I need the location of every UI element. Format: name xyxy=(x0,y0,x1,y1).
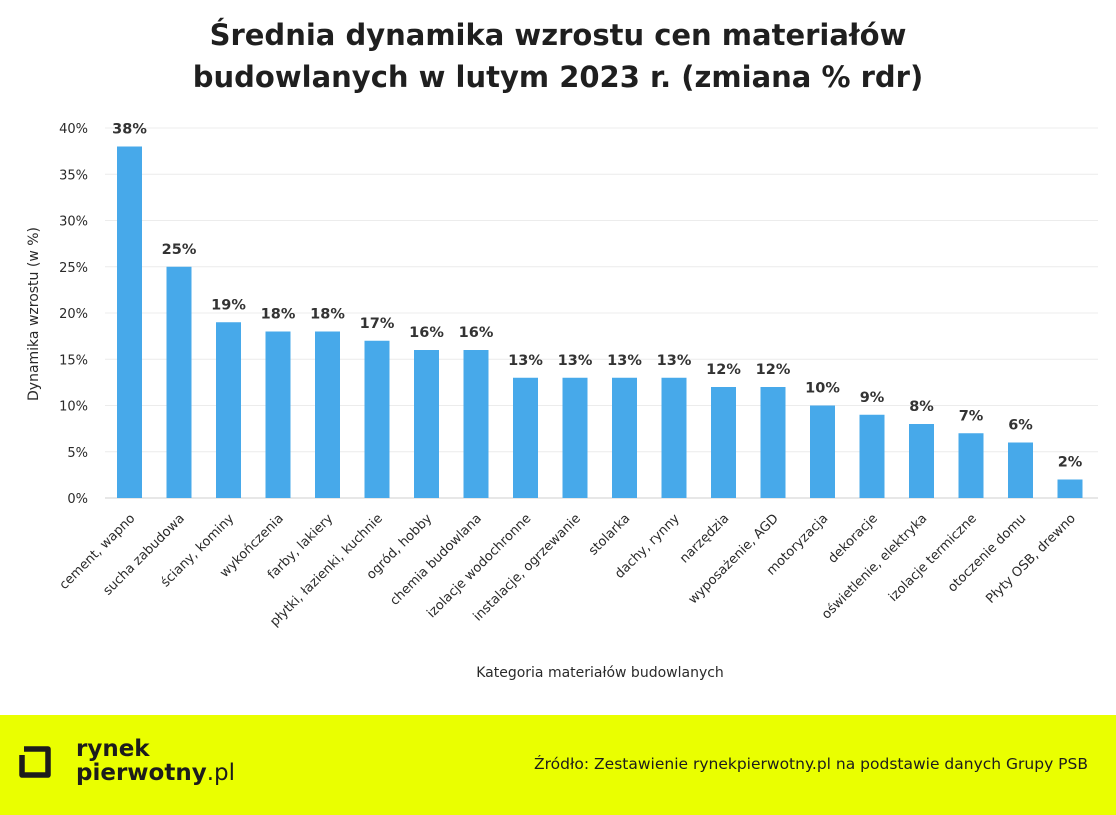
bar-value-label: 18% xyxy=(261,307,296,323)
chart-title: Średnia dynamika wzrostu cen materiałów … xyxy=(0,14,1116,98)
bar-value-label: 25% xyxy=(162,242,197,258)
bar-value-label: 16% xyxy=(409,325,444,341)
bar xyxy=(711,387,736,498)
bar-value-label: 12% xyxy=(706,362,741,378)
x-tick-label: izolacje termiczne xyxy=(886,511,980,605)
bar-value-label: 13% xyxy=(657,353,692,369)
bar xyxy=(958,433,984,498)
bar-value-label: 13% xyxy=(508,353,543,369)
bar-value-label: 9% xyxy=(860,390,885,406)
value-labels: 38% 25% 19% 18% 18% 17% 16% 16% 13% 13% 13% 13% 12% 1… xyxy=(112,122,1083,471)
x-tick-label: chemia budowlana xyxy=(387,511,484,608)
y-tick-label: 10% xyxy=(59,400,88,415)
y-tick-label: 20% xyxy=(59,307,88,322)
bar xyxy=(216,322,241,498)
bar-chart: 0% 5% 10% 15% 20% 25% 30% 35% 40% 38% 25% 19% 18% 18… xyxy=(26,122,1098,681)
bar xyxy=(810,405,835,498)
bar xyxy=(364,340,390,498)
bar-value-label: 10% xyxy=(805,381,840,397)
bar xyxy=(414,350,439,498)
bar xyxy=(562,377,588,498)
chart-title-line-2: budowlanych w lutym 2023 r. (zmiana % rd… xyxy=(192,60,924,94)
chart-title-line-1: Średnia dynamika wzrostu cen materiałów xyxy=(209,18,907,52)
bar xyxy=(612,377,637,498)
gridlines xyxy=(105,127,1098,499)
logo-line-2: pierwotny xyxy=(76,760,207,786)
bar-value-label: 38% xyxy=(112,122,147,138)
y-tick-label: 15% xyxy=(59,353,88,368)
bar-value-label: 8% xyxy=(909,399,934,415)
footer-banner: rynek pierwotny.pl Źródło: Zestawienie r… xyxy=(0,715,1116,815)
source-note: Źródło: Zestawienie rynekpierwotny.pl na… xyxy=(534,755,1088,773)
bar xyxy=(661,377,687,498)
x-axis-title: Kategoria materiałów budowlanych xyxy=(476,665,724,681)
x-tick-label: stolarka xyxy=(586,511,633,558)
bar-value-label: 17% xyxy=(360,316,395,332)
bar-value-label: 13% xyxy=(607,353,642,369)
bar-value-label: 12% xyxy=(756,362,791,378)
bar-value-label: 16% xyxy=(459,325,494,341)
bar xyxy=(1057,479,1083,498)
logo-suffix: .pl xyxy=(206,760,236,786)
y-tick-label: 0% xyxy=(67,492,88,507)
bar xyxy=(463,350,489,498)
bar xyxy=(265,331,291,498)
bar-value-label: 2% xyxy=(1058,455,1083,471)
bar xyxy=(513,377,538,498)
y-tick-label: 25% xyxy=(59,261,88,276)
y-tick-label: 5% xyxy=(67,446,88,461)
logo-wordmark: rynek pierwotny.pl xyxy=(76,737,235,785)
bar xyxy=(117,146,142,498)
x-tick-label: wyposażenie, AGD xyxy=(686,511,782,607)
bar xyxy=(166,266,192,498)
bar xyxy=(1008,442,1033,498)
logo-line-1: rynek xyxy=(76,736,150,762)
y-axis-title: Dynamika wzrostu (w %) xyxy=(26,227,42,401)
bar xyxy=(315,331,340,498)
bar-value-label: 19% xyxy=(211,297,246,313)
y-tick-label: 30% xyxy=(59,215,88,230)
bar-value-label: 13% xyxy=(558,353,593,369)
logo-icon xyxy=(19,746,51,778)
bars xyxy=(117,146,1083,498)
bar-value-label: 7% xyxy=(959,408,984,424)
x-tick-label: Płyty OSB, drewno xyxy=(983,511,1078,606)
bar-value-label: 6% xyxy=(1008,418,1033,434)
bar-value-label: 18% xyxy=(310,307,345,323)
y-axis-ticks: 0% 5% 10% 15% 20% 25% 30% 35% 40% xyxy=(59,122,88,507)
y-tick-label: 40% xyxy=(59,122,88,137)
bar xyxy=(909,424,934,498)
bar xyxy=(760,387,786,498)
bar xyxy=(859,414,885,498)
y-tick-label: 35% xyxy=(59,168,88,183)
